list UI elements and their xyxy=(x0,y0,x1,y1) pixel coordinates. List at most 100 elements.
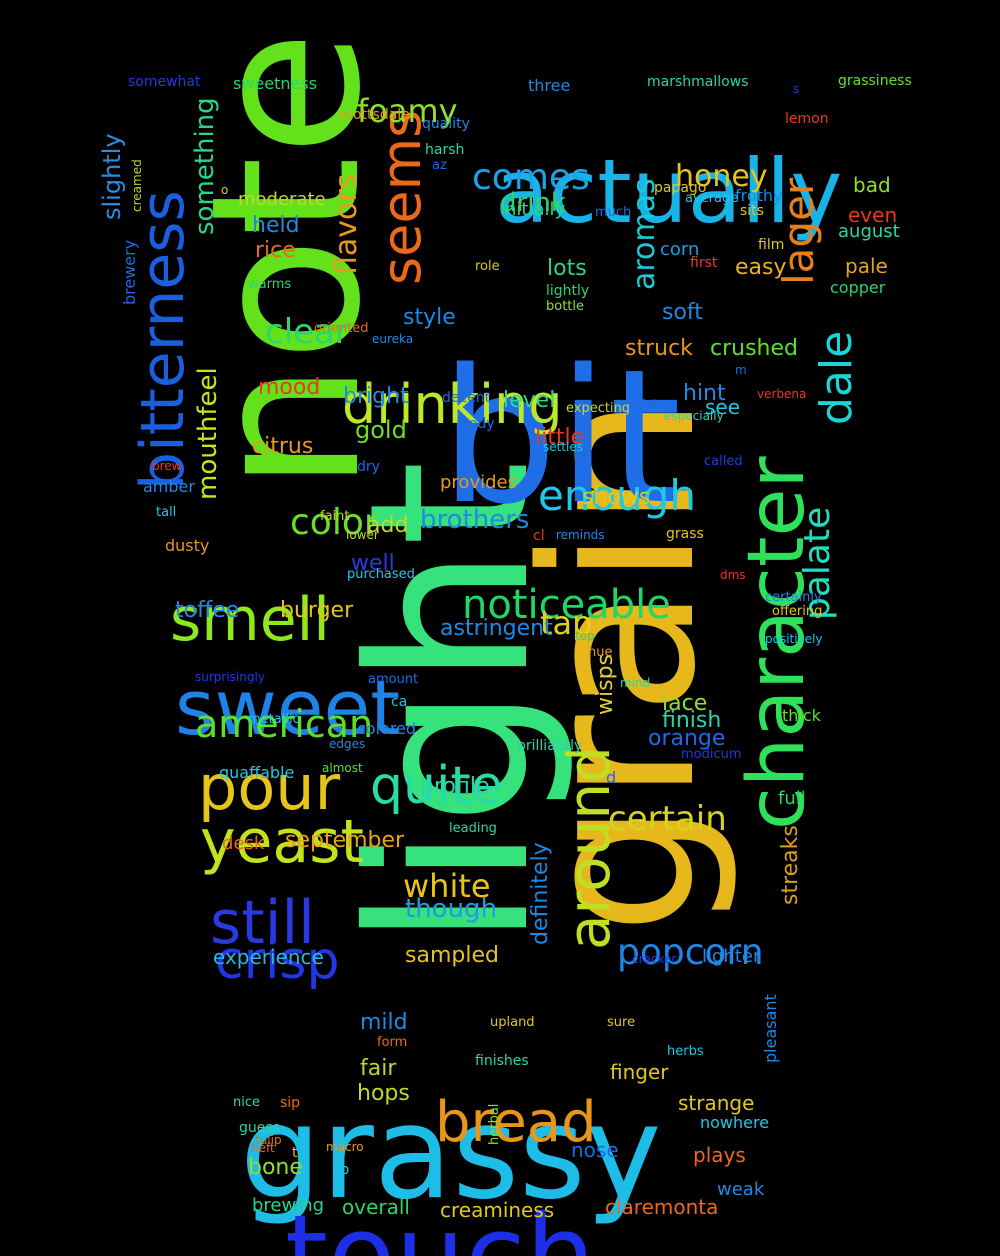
word-hint: hint xyxy=(683,381,726,406)
word-overall: overall xyxy=(342,1195,410,1219)
word-scottsdale: scottsdale xyxy=(338,107,410,123)
word-grassy: grassy xyxy=(240,1079,662,1228)
word-creamed: creamed xyxy=(130,159,144,212)
word-upland: upland xyxy=(490,1015,535,1030)
word-actually: actually xyxy=(495,140,843,243)
word-honey: honey xyxy=(675,159,768,194)
word-provides: provides xyxy=(440,472,517,493)
word-lighter: lighter xyxy=(702,946,761,967)
word-easy: easy xyxy=(735,255,787,280)
word-profile: profile xyxy=(420,774,490,799)
word-somewhat: somewhat xyxy=(128,74,201,90)
word-toffee: toffee xyxy=(175,598,240,623)
word-lace: lace xyxy=(662,691,708,716)
word-august: august xyxy=(838,221,900,242)
word-creaminess: creaminess xyxy=(440,1198,555,1222)
word-colored: colored xyxy=(357,719,417,738)
word-amber: amber xyxy=(143,477,195,496)
word-enough: enough xyxy=(538,471,697,520)
word-soft: soft xyxy=(662,300,703,325)
word-decent: decent xyxy=(442,390,491,406)
word-bit: bit xyxy=(440,329,682,545)
word-o: o xyxy=(221,183,229,197)
word-form: form xyxy=(377,1035,408,1050)
word-sip: sip xyxy=(280,1095,301,1111)
word-dusty: dusty xyxy=(165,536,210,555)
word-initially: initially xyxy=(500,199,566,220)
word-verbena: verbena xyxy=(757,387,807,401)
word-frothy: frothy xyxy=(735,186,783,205)
word-herbs: herbs xyxy=(667,1044,704,1059)
word-tall: tall xyxy=(156,505,177,520)
word-something: something xyxy=(190,97,220,235)
word-settles: settles xyxy=(543,440,584,454)
word-sits: sits xyxy=(740,203,764,219)
word-purchased: purchased xyxy=(347,567,415,582)
word-little: little xyxy=(535,425,585,450)
word-wisps: wisps xyxy=(593,654,618,715)
word-az: az xyxy=(432,158,447,173)
word-nose: nose xyxy=(571,1138,619,1162)
word-moderate: moderate xyxy=(238,189,326,210)
word-date: date xyxy=(638,397,666,411)
word-touch: touch xyxy=(285,1191,596,1256)
word-smell: smell xyxy=(170,585,330,655)
word-flavors: flavors xyxy=(329,173,364,275)
word-especially: especially xyxy=(664,409,724,423)
word-crisp: crisp xyxy=(215,931,340,991)
word-september: september xyxy=(285,828,405,853)
word-foamy: foamy xyxy=(357,92,458,130)
word-mouthfeel: mouthfeel xyxy=(193,367,223,500)
word-sampled: sampled xyxy=(405,943,499,968)
word-seems: seems xyxy=(370,109,433,285)
word-weak: weak xyxy=(717,1179,765,1200)
word-m: m xyxy=(735,363,747,377)
word-copper: copper xyxy=(830,278,886,297)
word-comes: comes xyxy=(472,157,590,198)
word-claremonta: claremonta xyxy=(605,1195,719,1219)
word-finger: finger xyxy=(610,1060,669,1084)
word-american: american xyxy=(195,702,374,746)
word-quite: quite xyxy=(370,756,503,816)
word-shows: shows xyxy=(582,485,651,510)
word-amount: amount xyxy=(368,672,419,687)
word-pleasant: pleasant xyxy=(761,994,780,1063)
word-guess: guess xyxy=(239,1120,280,1136)
word-bitterness: bitterness xyxy=(128,190,198,490)
word-quality: quality xyxy=(422,116,470,132)
word-certain: certain xyxy=(608,799,727,839)
word-bad: bad xyxy=(853,173,891,197)
word-three: three xyxy=(528,76,571,95)
word-yeast: yeast xyxy=(200,807,364,877)
word-papago: papago xyxy=(654,180,707,196)
word-grassiness: grassiness xyxy=(838,73,912,89)
word-color: color xyxy=(290,502,379,543)
word-level: level xyxy=(503,388,556,413)
word-even: even xyxy=(848,203,898,227)
word-positively: positively xyxy=(765,632,823,646)
word-streaks: streaks xyxy=(778,825,803,905)
word-warms: warms xyxy=(248,277,292,292)
word-quaffable: quaffable xyxy=(219,763,295,782)
word-clear: clear xyxy=(265,312,349,352)
word-ca: ca xyxy=(391,694,408,710)
word-expecting: expecting xyxy=(566,401,631,416)
word-experience: experience xyxy=(213,945,324,969)
word-corn: corn xyxy=(660,239,700,260)
word-certainly: certainly xyxy=(765,590,822,605)
word-metallic: metallic xyxy=(248,712,300,727)
word-co: co xyxy=(333,1162,350,1178)
word-role: role xyxy=(475,259,500,274)
word-mind: mind xyxy=(620,676,651,690)
word-lower: lower xyxy=(346,528,379,542)
word-called: called xyxy=(704,454,743,469)
word-offering: offering xyxy=(772,604,823,619)
word-cracker: cracker xyxy=(632,952,677,966)
word-marshmallows: marshmallows xyxy=(647,74,749,90)
word-sweet: sweet xyxy=(175,663,401,752)
word-white: white xyxy=(403,867,491,905)
word-average: average xyxy=(685,191,739,206)
word-almost: almost xyxy=(322,761,363,775)
word-macro: macro xyxy=(326,1140,364,1154)
